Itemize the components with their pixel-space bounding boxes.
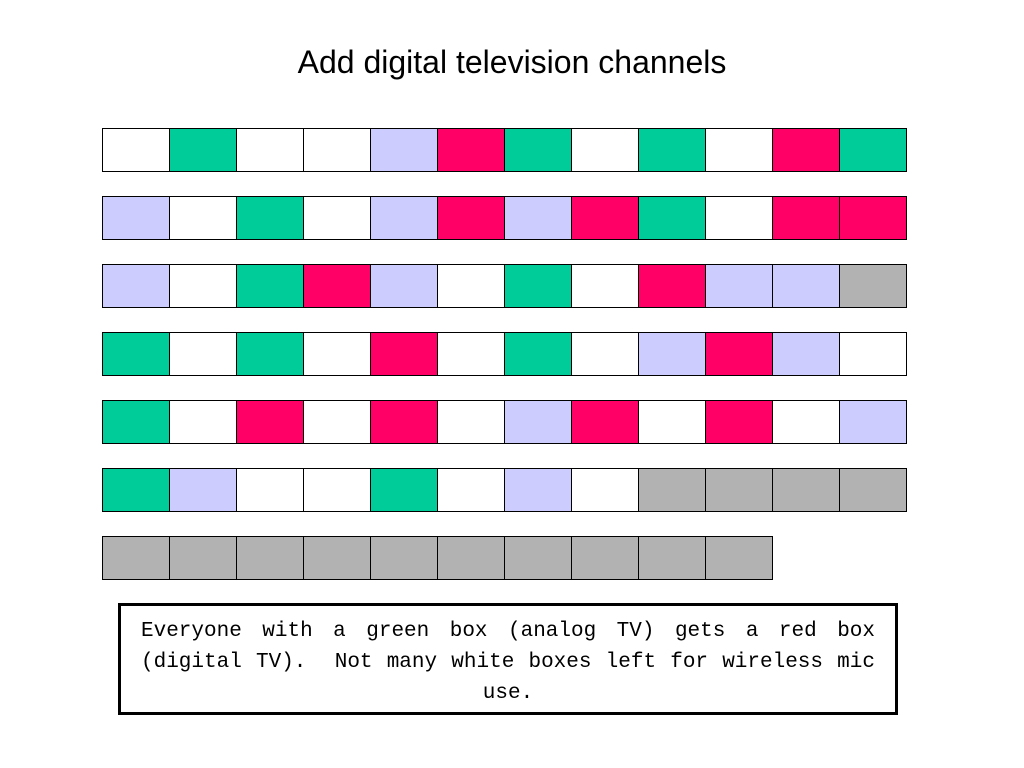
channel-row (102, 264, 907, 308)
channel-box-red (437, 128, 505, 172)
channel-box-gray (705, 468, 773, 512)
channel-row (102, 400, 907, 444)
channel-box-white (571, 332, 639, 376)
channel-box-white (303, 332, 371, 376)
channel-box-white (437, 264, 505, 308)
channel-row (102, 196, 907, 240)
channel-box-white (638, 400, 706, 444)
channel-box-green (504, 264, 572, 308)
channel-box-gray (370, 536, 438, 580)
channel-box-red (303, 264, 371, 308)
channel-box-gray (102, 536, 170, 580)
channel-row (102, 332, 907, 376)
channel-box-lavender (772, 264, 840, 308)
channel-box-gray (638, 536, 706, 580)
channel-box-gray (236, 536, 304, 580)
channel-box-green (638, 128, 706, 172)
channel-box-green (169, 128, 237, 172)
channel-box-red (236, 400, 304, 444)
channel-box-gray (839, 468, 907, 512)
channel-box-green (102, 332, 170, 376)
channel-box-green (102, 468, 170, 512)
channel-box-white (571, 468, 639, 512)
channel-box-lavender (638, 332, 706, 376)
channel-box-white (839, 332, 907, 376)
channel-box-red (638, 264, 706, 308)
channel-box-red (772, 128, 840, 172)
channel-box-white (303, 468, 371, 512)
channel-box-white (236, 128, 304, 172)
channel-box-gray (839, 264, 907, 308)
caption-box: Everyone with a green box (analog TV) ge… (118, 603, 898, 715)
channel-box-white (303, 400, 371, 444)
channel-box-gray (772, 468, 840, 512)
channel-box-red (437, 196, 505, 240)
channel-row (102, 128, 907, 172)
channel-box-gray (705, 536, 773, 580)
channel-box-gray (169, 536, 237, 580)
channel-box-white (303, 128, 371, 172)
channel-box-green (236, 264, 304, 308)
channel-box-white (772, 400, 840, 444)
channel-box-white (169, 400, 237, 444)
channel-box-green (102, 400, 170, 444)
channel-box-gray (437, 536, 505, 580)
channel-box-gray (571, 536, 639, 580)
channel-box-red (571, 400, 639, 444)
channel-box-white (437, 400, 505, 444)
channel-grid (102, 128, 923, 583)
channel-box-red (839, 196, 907, 240)
channel-box-lavender (370, 128, 438, 172)
channel-box-lavender (705, 264, 773, 308)
channel-box-green (504, 128, 572, 172)
channel-box-green (839, 128, 907, 172)
channel-box-gray (638, 468, 706, 512)
slide-title: Add digital television channels (297, 44, 727, 80)
channel-box-green (638, 196, 706, 240)
channel-box-lavender (504, 400, 572, 444)
channel-box-gray (504, 536, 572, 580)
channel-box-lavender (772, 332, 840, 376)
channel-box-white (169, 264, 237, 308)
channel-box-red (705, 332, 773, 376)
channel-box-white (303, 196, 371, 240)
channel-box-red (370, 400, 438, 444)
channel-box-white (571, 128, 639, 172)
channel-box-lavender (504, 468, 572, 512)
channel-box-lavender (839, 400, 907, 444)
channel-box-white (169, 196, 237, 240)
channel-box-white (236, 468, 304, 512)
channel-box-lavender (504, 196, 572, 240)
channel-box-lavender (102, 196, 170, 240)
channel-box-gray (303, 536, 371, 580)
channel-row (102, 536, 773, 580)
channel-box-lavender (370, 264, 438, 308)
channel-box-lavender (102, 264, 170, 308)
channel-row (102, 468, 907, 512)
channel-box-lavender (169, 468, 237, 512)
channel-box-white (102, 128, 170, 172)
channel-box-red (772, 196, 840, 240)
channel-box-white (705, 196, 773, 240)
channel-box-lavender (370, 196, 438, 240)
channel-box-white (571, 264, 639, 308)
channel-box-white (437, 332, 505, 376)
channel-box-green (370, 468, 438, 512)
channel-box-white (437, 468, 505, 512)
channel-box-green (236, 332, 304, 376)
channel-box-green (504, 332, 572, 376)
channel-box-green (236, 196, 304, 240)
channel-box-red (705, 400, 773, 444)
channel-box-white (705, 128, 773, 172)
channel-box-white (169, 332, 237, 376)
channel-box-red (370, 332, 438, 376)
channel-box-red (571, 196, 639, 240)
